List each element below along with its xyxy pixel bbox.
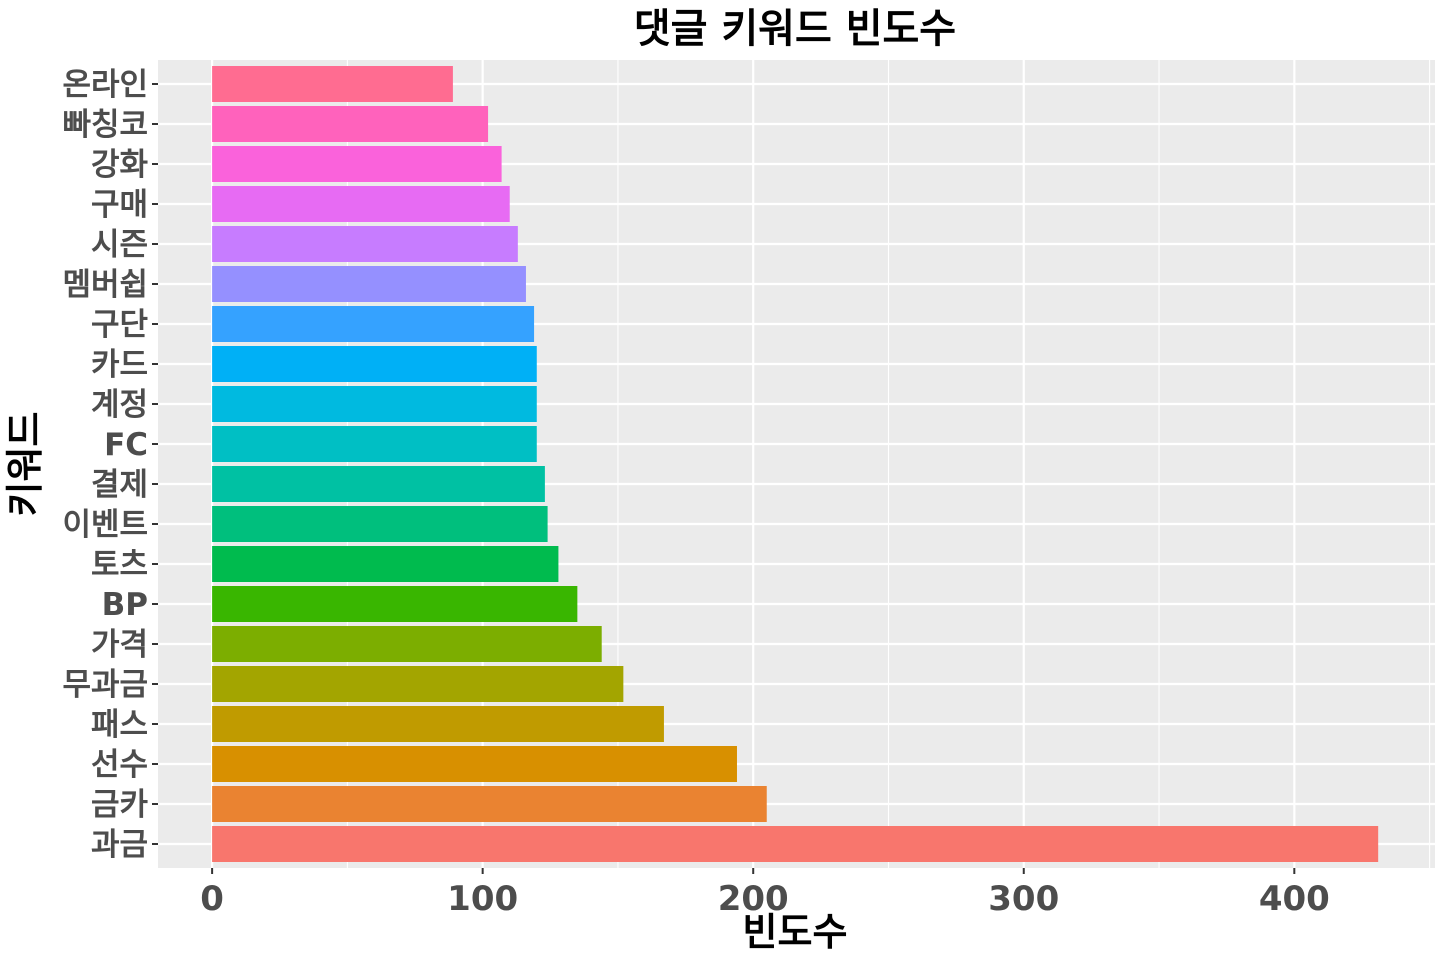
y-tick-label: 빠칭코 [62, 107, 148, 143]
bar [212, 546, 559, 582]
y-tick-label: 금카 [91, 787, 149, 823]
chart-title: 댓글 키워드 빈도수 [634, 6, 956, 52]
y-tick-label: FC [104, 427, 148, 463]
y-tick-label: 토츠 [91, 547, 148, 583]
y-tick-label: 구매 [91, 187, 148, 223]
bar [212, 266, 526, 302]
bar [212, 506, 548, 542]
bar [212, 826, 1379, 862]
y-tick-label: 카드 [91, 347, 148, 383]
y-axis-title: 키워드 [3, 412, 47, 517]
x-axis: 0 100 200 300 400 [200, 868, 1330, 919]
y-tick-label: 무과금 [62, 667, 148, 703]
y-tick-label: 강화 [91, 147, 149, 183]
y-tick-label: 멤버쉽 [62, 267, 148, 303]
bar [212, 346, 537, 382]
y-tick-label: 계정 [91, 387, 148, 423]
bar [212, 306, 535, 342]
x-tick-label: 100 [447, 879, 518, 919]
bar [212, 786, 767, 822]
y-tick-label: 가격 [91, 627, 148, 663]
bar [212, 586, 578, 622]
y-tick-label: 온라인 [62, 67, 148, 103]
bar [212, 226, 518, 262]
bar [212, 666, 624, 702]
y-tick-label: 선수 [91, 747, 148, 783]
y-tick-label: 구단 [91, 307, 148, 343]
bar [212, 746, 737, 782]
bar [212, 386, 537, 422]
x-tick-label: 400 [1259, 879, 1330, 919]
y-tick-label: 과금 [91, 827, 148, 863]
bar [212, 426, 537, 462]
x-tick-label: 200 [718, 879, 789, 919]
bar [212, 626, 602, 662]
x-axis-title: 빈도수 [743, 910, 848, 954]
y-tick-label: 패스 [91, 707, 148, 743]
bar [212, 466, 545, 502]
bar [212, 706, 664, 742]
bar [212, 146, 502, 182]
y-axis: 과금 금카 선수 패스 무과금 가격 BP 토츠 이벤트 결제 FC 계정 카드 구단 멤버쉽 시즌 구매 강화 빠… [62, 67, 158, 863]
y-tick-label: 시즌 [91, 227, 148, 263]
bar [212, 106, 489, 142]
y-tick-label: 이벤트 [62, 507, 148, 543]
y-tick-label: BP [102, 587, 148, 623]
x-tick-label: 300 [988, 879, 1059, 919]
x-tick-label: 0 [200, 879, 224, 919]
y-tick-label: 결제 [91, 467, 148, 503]
bars [212, 66, 1379, 862]
bar [212, 66, 453, 102]
bar [212, 186, 510, 222]
